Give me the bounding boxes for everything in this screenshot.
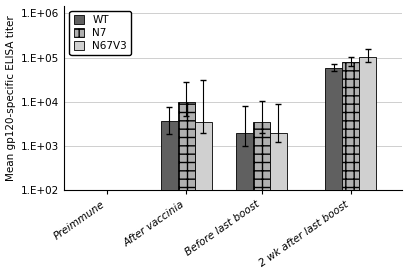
Legend: WT, N7, N67V3: WT, N7, N67V3 xyxy=(69,11,131,55)
Bar xyxy=(270,133,287,274)
Y-axis label: Mean gp120-specific ELISA titer: Mean gp120-specific ELISA titer xyxy=(6,15,16,181)
Bar xyxy=(342,62,359,274)
Bar xyxy=(161,121,178,274)
Bar xyxy=(178,102,195,274)
Bar xyxy=(359,57,376,274)
Bar xyxy=(326,68,342,274)
Bar xyxy=(253,122,270,274)
Bar xyxy=(236,133,253,274)
Bar xyxy=(195,122,212,274)
